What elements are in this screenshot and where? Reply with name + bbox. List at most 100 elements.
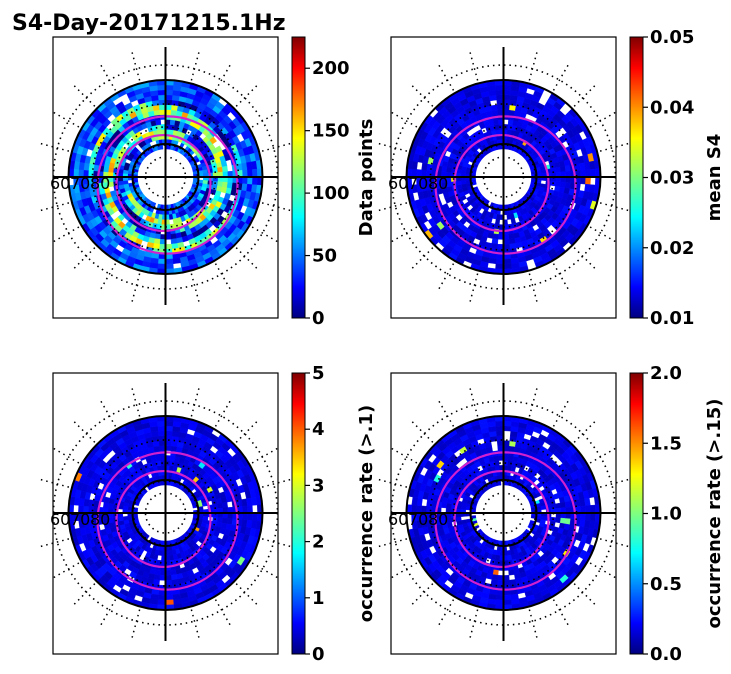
grid-spoke: [235, 419, 260, 443]
grid-spoke: [573, 583, 598, 607]
grid-spoke: [235, 83, 260, 107]
colorbar-tick-label: 2.0: [650, 363, 682, 384]
colorbar-label: occurrence rate (>.1): [356, 405, 377, 622]
heatmap-cell: [503, 89, 512, 96]
heatmap-cell: [496, 253, 504, 260]
heatmap-cell: [506, 550, 512, 556]
heatmap-cell: [165, 253, 173, 260]
grid-spoke: [528, 385, 539, 417]
heatmap-cell: [580, 512, 586, 521]
colorbar-tick-label: 0.5: [650, 574, 682, 595]
heatmap-cell: [495, 594, 504, 601]
heatmap-cell: [158, 94, 166, 101]
heatmap-cell: [496, 430, 504, 437]
heatmap-cell: [495, 258, 504, 265]
heatmap-cell: [122, 516, 129, 521]
heatmap-cell: [455, 180, 462, 186]
heatmap-cells: [406, 79, 601, 275]
heatmap-cell: [252, 176, 258, 186]
grid-spoke: [468, 273, 479, 305]
grid-spoke: [71, 419, 96, 443]
heatmap-cell: [503, 253, 511, 260]
heatmap-cell: [157, 84, 166, 91]
heatmap-cell: [217, 166, 224, 173]
heatmap-cell: [506, 214, 512, 220]
grid-spoke: [552, 62, 571, 91]
colorbar-tick-label: 4: [312, 419, 325, 440]
heatmap-cell: [247, 505, 253, 514]
heatmap-cell: [117, 516, 124, 522]
heatmap-cell: [503, 258, 512, 265]
heatmap-cell: [503, 263, 512, 270]
colorbar-gradient: [291, 372, 306, 655]
heatmap-cell: [242, 512, 248, 521]
heatmap-cell: [115, 101, 125, 110]
colorbar-tick-label: 0.0: [650, 644, 682, 665]
heatmap-cell: [221, 501, 228, 509]
colorbar-gradient: [629, 36, 644, 319]
heatmap-cell: [488, 257, 497, 265]
heatmap-cell: [202, 169, 209, 174]
colorbar: 0 50 100 150 200 Data points: [291, 36, 377, 329]
heatmap-cell: [495, 84, 504, 91]
grid-spoke: [71, 247, 96, 271]
colorbar-label: Data points: [356, 119, 377, 237]
heatmap-cell: [165, 594, 174, 601]
grid-spoke: [468, 609, 479, 641]
colorbar-tick-label: 1.0: [650, 504, 682, 525]
colorbar-label: occurrence rate (>.15): [704, 399, 725, 629]
grid-spoke: [589, 446, 619, 464]
polar-panel-1: 60 70 80: [37, 36, 294, 319]
colorbar-tick-label: 0.01: [650, 308, 694, 329]
heatmap-cell: [508, 233, 515, 240]
colorbar: 0.01 0.02 0.03 0.04 0.05 mean S4: [629, 27, 725, 329]
colorbar: 0 1 2 3 4 5 occurrence rate (>.1): [291, 363, 377, 665]
heatmap-cell: [158, 253, 166, 260]
heatmap-cell: [170, 569, 177, 576]
heatmap-cell: [507, 554, 513, 561]
heatmap-cell: [165, 258, 174, 265]
grid-spoke: [573, 247, 598, 271]
grid-spoke: [235, 247, 260, 271]
grid-spoke: [50, 110, 80, 128]
grid-spoke: [468, 385, 479, 417]
grid-spoke: [528, 273, 539, 305]
grid-spoke: [190, 385, 201, 417]
grid-spoke: [388, 446, 418, 464]
polar-panel-4: 60 70 80: [375, 372, 632, 655]
grid-spoke: [71, 83, 96, 107]
heatmap-cell: [495, 420, 504, 427]
grid-spoke: [388, 562, 418, 580]
colorbar-tick-label: 2: [312, 532, 325, 553]
grid-spoke: [528, 49, 539, 81]
heatmap-cell: [155, 119, 162, 126]
heatmap-cell: [496, 589, 504, 596]
heatmap-cell: [580, 176, 586, 185]
grid-spoke: [214, 263, 233, 292]
grid-spoke: [589, 226, 619, 244]
grid-spoke: [98, 599, 117, 628]
heatmap-cell: [220, 160, 228, 168]
colorbar-tick-label: 5: [312, 363, 325, 384]
heatmap-cell: [165, 263, 174, 270]
heatmap-cell: [503, 420, 512, 427]
heatmap-cell: [242, 176, 248, 185]
heatmap-cell: [157, 263, 166, 270]
heatmap-cell: [590, 512, 596, 522]
polar-panel-2: 60 70 80: [375, 36, 632, 319]
grid-spoke: [130, 609, 141, 641]
polar-tick-label: 80: [90, 174, 110, 193]
polar-tick-label: 70: [408, 174, 428, 193]
heatmap-cell: [221, 165, 228, 173]
heatmap-cell: [555, 502, 562, 509]
heatmap-cell: [559, 501, 566, 509]
grid-spoke: [436, 62, 455, 91]
grid-spoke: [251, 446, 281, 464]
heatmap-cell: [508, 569, 515, 576]
grid-spoke: [214, 62, 233, 91]
grid-spoke: [71, 583, 96, 607]
heatmap-cell: [117, 180, 124, 186]
colorbar-tick-label: 1: [312, 588, 325, 609]
grid-spoke: [130, 385, 141, 417]
